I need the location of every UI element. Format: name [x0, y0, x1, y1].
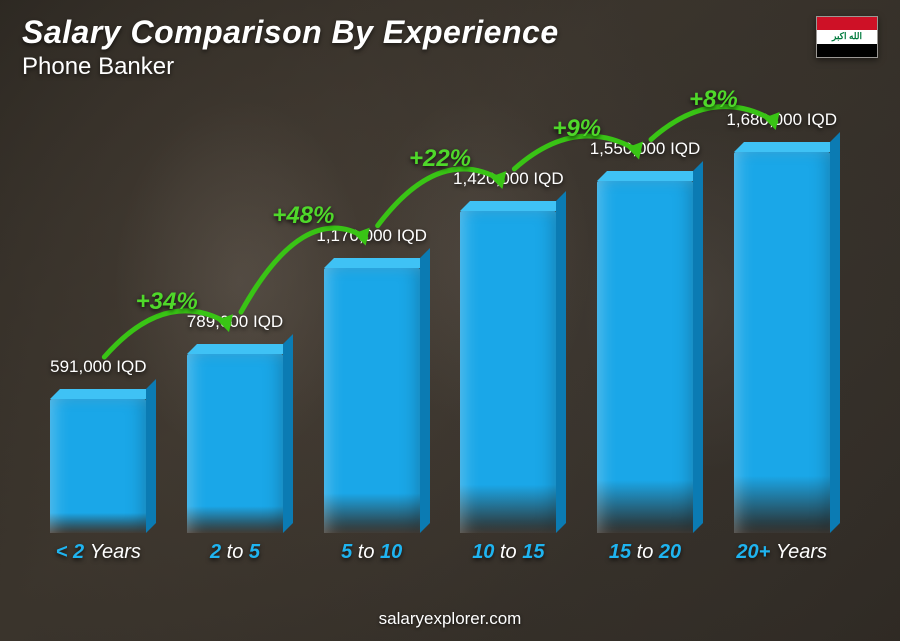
delta-label: +48% — [272, 202, 334, 230]
chart-stage: Salary Comparison By Experience Phone Ba… — [0, 0, 900, 641]
flag-script: الله اكبر — [832, 31, 862, 42]
header: Salary Comparison By Experience Phone Ba… — [22, 14, 878, 81]
bar-chart: 591,000 IQD789,000 IQD1,170,000 IQD1,420… — [30, 100, 850, 571]
flag-stripe-top — [817, 17, 877, 30]
delta-label: +22% — [409, 145, 471, 173]
delta-label: +8% — [689, 86, 738, 114]
flag-stripe-mid: الله اكبر — [817, 30, 877, 43]
footer-attribution: salaryexplorer.com — [0, 609, 900, 629]
flag-stripe-bot — [817, 44, 877, 57]
country-flag-iraq: الله اكبر — [816, 16, 878, 58]
delta-label: +34% — [136, 288, 198, 316]
delta-label: +9% — [552, 115, 601, 143]
chart-subtitle: Phone Banker — [22, 53, 878, 81]
chart-title: Salary Comparison By Experience — [22, 14, 878, 51]
